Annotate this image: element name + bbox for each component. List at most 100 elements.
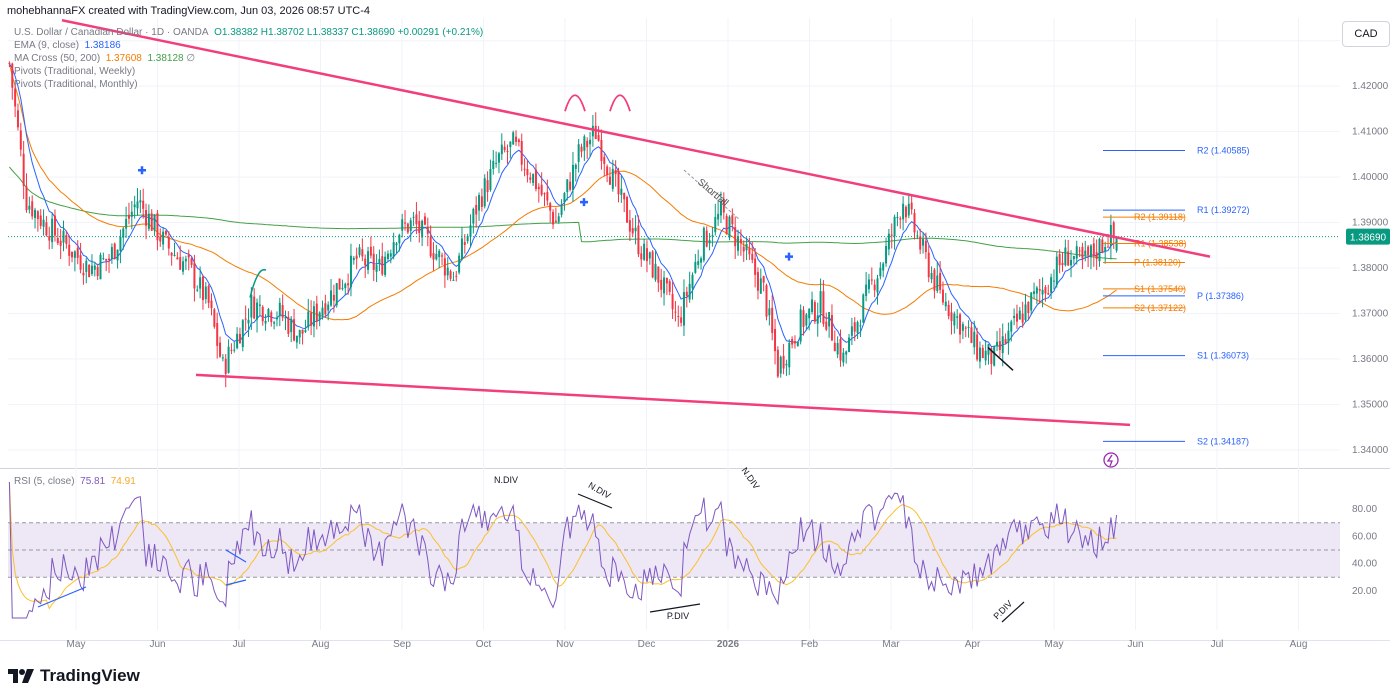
candle <box>614 160 617 187</box>
candle <box>404 210 407 231</box>
candle <box>705 226 708 248</box>
candle-body <box>774 328 777 352</box>
candle <box>566 179 569 201</box>
lightning-glyph <box>1106 454 1113 467</box>
candle <box>623 192 626 213</box>
candle <box>99 252 102 280</box>
candle-body <box>119 236 122 251</box>
candle-body <box>776 349 779 377</box>
candle <box>643 238 646 261</box>
ma200-line <box>9 166 1117 260</box>
candle <box>90 254 93 277</box>
candle-body <box>127 214 130 219</box>
candle <box>96 263 99 281</box>
rsi-divergence-line <box>577 493 613 509</box>
candle-body <box>48 236 51 241</box>
candle-body <box>560 206 563 215</box>
candle-body <box>902 203 905 220</box>
candle <box>748 237 751 260</box>
candle <box>458 252 461 275</box>
candle-body <box>207 285 210 303</box>
candle <box>825 312 828 332</box>
candle <box>802 306 805 336</box>
candle <box>839 329 842 367</box>
candle <box>677 305 680 327</box>
candle <box>873 279 876 298</box>
candle-body <box>862 294 865 323</box>
candle <box>25 173 28 213</box>
candle <box>79 242 82 274</box>
candle <box>663 270 666 306</box>
candle <box>887 228 890 256</box>
candle <box>147 204 150 232</box>
candle <box>170 251 173 266</box>
candle-body <box>691 274 694 289</box>
candle <box>469 214 472 248</box>
candle-body <box>534 169 537 189</box>
candle-body <box>1044 287 1047 294</box>
candle-body <box>833 342 836 352</box>
candle-body <box>734 227 737 247</box>
candle <box>680 306 683 327</box>
candle-body <box>537 186 540 190</box>
candle <box>65 230 68 249</box>
candle <box>742 240 745 262</box>
candle <box>557 212 560 224</box>
candle <box>349 243 352 297</box>
candle-body <box>113 243 116 259</box>
candle-body <box>870 279 873 281</box>
candle <box>549 201 552 223</box>
candle <box>700 256 703 270</box>
candle <box>637 215 640 258</box>
candle-body <box>950 312 953 322</box>
lightning-icon <box>1103 452 1119 468</box>
candle-body <box>682 292 685 326</box>
currency-button[interactable]: CAD <box>1342 21 1390 47</box>
ema-value: 1.38186 <box>84 40 121 51</box>
candle <box>682 279 685 336</box>
candle-body <box>56 237 59 244</box>
candle-body <box>216 322 219 346</box>
candle-body <box>811 299 814 312</box>
candle-body <box>324 303 327 315</box>
candle-body <box>392 242 395 257</box>
candle-body <box>187 254 190 258</box>
candle <box>1081 242 1084 270</box>
price-tick-label: 1.35000 <box>1352 399 1389 410</box>
candle-body <box>643 243 646 260</box>
candle-body <box>321 307 324 317</box>
candle-body <box>959 314 962 335</box>
candle <box>278 297 281 327</box>
candle-body <box>793 341 796 344</box>
candle <box>916 230 919 240</box>
candle-body <box>184 258 187 262</box>
ma-suffix: ∅ <box>186 53 196 64</box>
time-tick-label: May <box>67 639 86 650</box>
candle <box>352 256 355 265</box>
candle <box>554 207 557 223</box>
candle <box>438 249 441 269</box>
candle <box>241 318 244 352</box>
candle-body <box>882 263 885 271</box>
candle-body <box>14 88 17 107</box>
candle-body <box>953 313 956 326</box>
candle <box>987 343 990 365</box>
candle <box>426 217 429 247</box>
candle <box>811 291 814 315</box>
candle <box>651 250 654 279</box>
candle-body <box>435 254 438 260</box>
candle <box>68 235 71 266</box>
candle <box>36 210 39 232</box>
candle <box>674 301 677 322</box>
candle <box>369 236 372 259</box>
candle <box>39 209 42 230</box>
tradingview-logo[interactable]: TradingView <box>8 666 140 686</box>
candle-body <box>660 279 663 290</box>
rsi-divergence-line <box>225 549 247 563</box>
candle <box>480 188 483 212</box>
candle <box>93 261 96 277</box>
candle-body <box>651 251 654 278</box>
rsi-tick-label: 60.00 <box>1352 531 1377 542</box>
candle-body <box>1055 256 1058 285</box>
